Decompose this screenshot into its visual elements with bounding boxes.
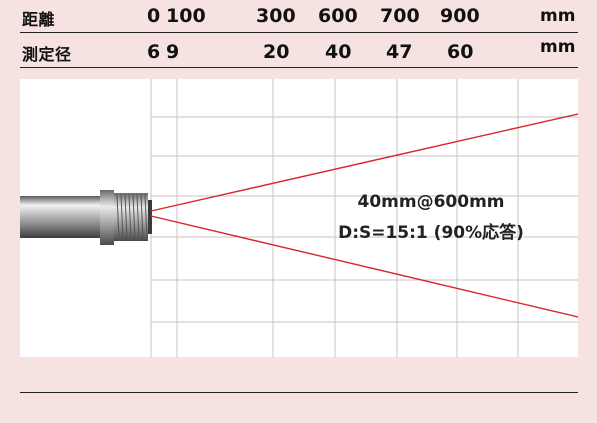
ratio-annotation: D:S=15:1 (90%応答) bbox=[338, 223, 524, 243]
thread-lines bbox=[116, 193, 148, 241]
spot-value-20: 20 bbox=[263, 41, 290, 63]
diagram-panel bbox=[20, 79, 578, 357]
header-divider bbox=[20, 67, 578, 68]
grid-lines bbox=[150, 79, 578, 357]
spot-diameter-row: 測定径 6 9 20 40 47 60 mm bbox=[0, 34, 597, 68]
beam-upper-edge bbox=[150, 113, 578, 212]
spot-value-6: 6 bbox=[147, 41, 161, 63]
distance-value-700: 700 bbox=[380, 5, 420, 27]
probe-barrel bbox=[20, 196, 104, 238]
distance-label: 距離 bbox=[22, 10, 56, 29]
spot-annotation: 40mm@600mm bbox=[357, 192, 505, 212]
spot-value-60: 60 bbox=[447, 41, 474, 63]
spot-value-9: 9 bbox=[166, 41, 180, 63]
spot-diameter-label: 測定径 bbox=[22, 45, 72, 64]
header-divider bbox=[20, 32, 578, 33]
beam-diagram bbox=[20, 79, 578, 357]
probe-ring bbox=[100, 190, 114, 245]
distance-value-900: 900 bbox=[440, 5, 480, 27]
distance-value-600: 600 bbox=[318, 5, 358, 27]
probe-tip bbox=[148, 200, 152, 234]
distance-row: 距離 0 100 300 600 700 900 mm bbox=[0, 0, 597, 34]
distance-value-300: 300 bbox=[256, 5, 296, 27]
spot-value-47: 47 bbox=[386, 41, 413, 63]
footer-divider bbox=[20, 392, 578, 393]
spot-value-40: 40 bbox=[325, 41, 352, 63]
distance-value-0: 0 bbox=[147, 5, 161, 27]
sensor-probe bbox=[20, 190, 152, 245]
beam-cone bbox=[150, 113, 578, 318]
spot-diameter-unit: mm bbox=[540, 37, 576, 57]
distance-value-100: 100 bbox=[166, 5, 206, 27]
beam-lower-edge bbox=[150, 215, 578, 318]
distance-unit: mm bbox=[540, 6, 576, 26]
